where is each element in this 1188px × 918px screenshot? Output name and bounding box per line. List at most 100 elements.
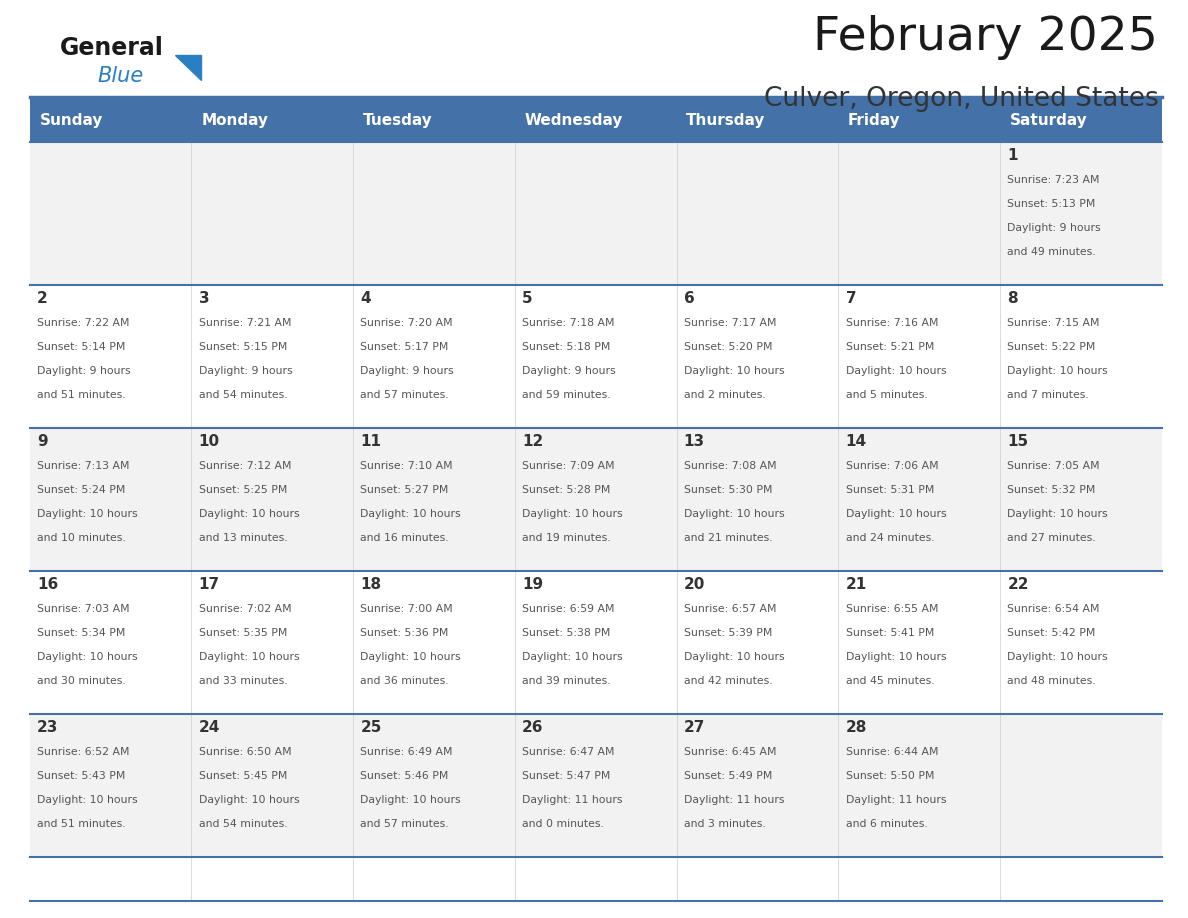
Text: and 0 minutes.: and 0 minutes. bbox=[522, 819, 604, 829]
Text: Daylight: 11 hours: Daylight: 11 hours bbox=[522, 795, 623, 805]
Text: Tuesday: Tuesday bbox=[362, 113, 432, 128]
Bar bbox=[353, 98, 514, 142]
Text: Sunset: 5:41 PM: Sunset: 5:41 PM bbox=[846, 628, 934, 638]
Text: Sunrise: 7:16 AM: Sunrise: 7:16 AM bbox=[846, 319, 939, 329]
Bar bbox=[1000, 142, 1162, 285]
Text: and 10 minutes.: and 10 minutes. bbox=[37, 533, 126, 543]
Text: Wednesday: Wednesday bbox=[525, 113, 623, 128]
Text: and 13 minutes.: and 13 minutes. bbox=[198, 533, 287, 543]
Text: Culver, Oregon, United States: Culver, Oregon, United States bbox=[764, 86, 1158, 112]
Text: Sunset: 5:22 PM: Sunset: 5:22 PM bbox=[1007, 342, 1095, 353]
Text: 7: 7 bbox=[846, 291, 857, 306]
Text: Daylight: 10 hours: Daylight: 10 hours bbox=[846, 509, 946, 519]
Bar bbox=[839, 98, 1000, 142]
Bar bbox=[514, 98, 677, 142]
Text: Sunrise: 6:44 AM: Sunrise: 6:44 AM bbox=[846, 747, 939, 757]
Bar bbox=[191, 285, 353, 429]
Text: Sunset: 5:31 PM: Sunset: 5:31 PM bbox=[846, 486, 934, 495]
Text: and 7 minutes.: and 7 minutes. bbox=[1007, 390, 1089, 400]
Text: 18: 18 bbox=[360, 577, 381, 592]
Text: 10: 10 bbox=[198, 434, 220, 449]
Text: 20: 20 bbox=[684, 577, 706, 592]
Text: 27: 27 bbox=[684, 720, 706, 735]
Bar bbox=[1000, 285, 1162, 429]
Text: Sunrise: 7:22 AM: Sunrise: 7:22 AM bbox=[37, 319, 129, 329]
Text: Sunset: 5:46 PM: Sunset: 5:46 PM bbox=[360, 771, 449, 781]
Text: and 6 minutes.: and 6 minutes. bbox=[846, 819, 928, 829]
Text: 5: 5 bbox=[522, 291, 532, 306]
Text: Sunset: 5:25 PM: Sunset: 5:25 PM bbox=[198, 486, 287, 495]
Bar bbox=[1000, 429, 1162, 571]
Bar bbox=[677, 142, 839, 285]
Text: 19: 19 bbox=[522, 577, 543, 592]
Text: and 16 minutes.: and 16 minutes. bbox=[360, 533, 449, 543]
Text: Sunset: 5:38 PM: Sunset: 5:38 PM bbox=[522, 628, 611, 638]
Bar bbox=[677, 98, 839, 142]
Bar bbox=[30, 429, 191, 571]
Text: Sunset: 5:39 PM: Sunset: 5:39 PM bbox=[684, 628, 772, 638]
Bar bbox=[1000, 571, 1162, 714]
Text: Sunset: 5:32 PM: Sunset: 5:32 PM bbox=[1007, 486, 1095, 495]
Text: Sunrise: 7:05 AM: Sunrise: 7:05 AM bbox=[1007, 462, 1100, 471]
Text: and 30 minutes.: and 30 minutes. bbox=[37, 676, 126, 686]
Text: Daylight: 10 hours: Daylight: 10 hours bbox=[846, 652, 946, 662]
Text: Sunrise: 6:54 AM: Sunrise: 6:54 AM bbox=[1007, 604, 1100, 614]
Text: Sunrise: 7:18 AM: Sunrise: 7:18 AM bbox=[522, 319, 614, 329]
Text: and 51 minutes.: and 51 minutes. bbox=[37, 819, 126, 829]
Text: Daylight: 10 hours: Daylight: 10 hours bbox=[1007, 366, 1108, 376]
Text: 23: 23 bbox=[37, 720, 58, 735]
Text: Sunrise: 7:20 AM: Sunrise: 7:20 AM bbox=[360, 319, 453, 329]
Bar bbox=[30, 714, 191, 857]
Text: Sunset: 5:34 PM: Sunset: 5:34 PM bbox=[37, 628, 125, 638]
Text: Sunrise: 7:08 AM: Sunrise: 7:08 AM bbox=[684, 462, 777, 471]
Text: Sunset: 5:21 PM: Sunset: 5:21 PM bbox=[846, 342, 934, 353]
Text: Daylight: 10 hours: Daylight: 10 hours bbox=[198, 509, 299, 519]
Bar bbox=[514, 429, 677, 571]
Text: Sunset: 5:35 PM: Sunset: 5:35 PM bbox=[198, 628, 287, 638]
Text: Sunrise: 6:55 AM: Sunrise: 6:55 AM bbox=[846, 604, 939, 614]
Text: 4: 4 bbox=[360, 291, 371, 306]
Text: Blue: Blue bbox=[97, 66, 144, 86]
Text: Sunrise: 7:21 AM: Sunrise: 7:21 AM bbox=[198, 319, 291, 329]
Text: Sunset: 5:14 PM: Sunset: 5:14 PM bbox=[37, 342, 125, 353]
Text: Daylight: 11 hours: Daylight: 11 hours bbox=[846, 795, 946, 805]
Text: 13: 13 bbox=[684, 434, 704, 449]
Text: Daylight: 10 hours: Daylight: 10 hours bbox=[1007, 509, 1108, 519]
Text: 8: 8 bbox=[1007, 291, 1018, 306]
Text: Daylight: 10 hours: Daylight: 10 hours bbox=[37, 652, 138, 662]
Text: 26: 26 bbox=[522, 720, 544, 735]
Bar bbox=[839, 142, 1000, 285]
Text: General: General bbox=[59, 36, 163, 60]
Bar bbox=[353, 571, 514, 714]
Text: 9: 9 bbox=[37, 434, 48, 449]
Text: Daylight: 10 hours: Daylight: 10 hours bbox=[360, 509, 461, 519]
Text: 1: 1 bbox=[1007, 148, 1018, 162]
Text: and 36 minutes.: and 36 minutes. bbox=[360, 676, 449, 686]
Bar bbox=[30, 98, 191, 142]
Bar bbox=[353, 142, 514, 285]
Text: and 59 minutes.: and 59 minutes. bbox=[522, 390, 611, 400]
Text: Sunrise: 6:47 AM: Sunrise: 6:47 AM bbox=[522, 747, 614, 757]
Text: Sunset: 5:27 PM: Sunset: 5:27 PM bbox=[360, 486, 449, 495]
Text: Monday: Monday bbox=[201, 113, 268, 128]
Text: 25: 25 bbox=[360, 720, 381, 735]
Text: Sunrise: 7:12 AM: Sunrise: 7:12 AM bbox=[198, 462, 291, 471]
Text: and 3 minutes.: and 3 minutes. bbox=[684, 819, 765, 829]
Text: and 24 minutes.: and 24 minutes. bbox=[846, 533, 934, 543]
Text: Sunset: 5:15 PM: Sunset: 5:15 PM bbox=[198, 342, 287, 353]
Text: Sunrise: 7:06 AM: Sunrise: 7:06 AM bbox=[846, 462, 939, 471]
Text: Daylight: 11 hours: Daylight: 11 hours bbox=[684, 795, 784, 805]
Text: Sunrise: 7:13 AM: Sunrise: 7:13 AM bbox=[37, 462, 129, 471]
Text: Daylight: 10 hours: Daylight: 10 hours bbox=[684, 509, 784, 519]
Text: Sunrise: 7:09 AM: Sunrise: 7:09 AM bbox=[522, 462, 614, 471]
Text: Daylight: 9 hours: Daylight: 9 hours bbox=[522, 366, 615, 376]
Text: Sunrise: 7:00 AM: Sunrise: 7:00 AM bbox=[360, 604, 453, 614]
Bar bbox=[677, 285, 839, 429]
Bar bbox=[30, 142, 191, 285]
Bar bbox=[30, 285, 191, 429]
Bar bbox=[677, 571, 839, 714]
Bar bbox=[353, 714, 514, 857]
Text: Sunset: 5:36 PM: Sunset: 5:36 PM bbox=[360, 628, 449, 638]
Text: Sunset: 5:45 PM: Sunset: 5:45 PM bbox=[198, 771, 287, 781]
Text: and 54 minutes.: and 54 minutes. bbox=[198, 819, 287, 829]
